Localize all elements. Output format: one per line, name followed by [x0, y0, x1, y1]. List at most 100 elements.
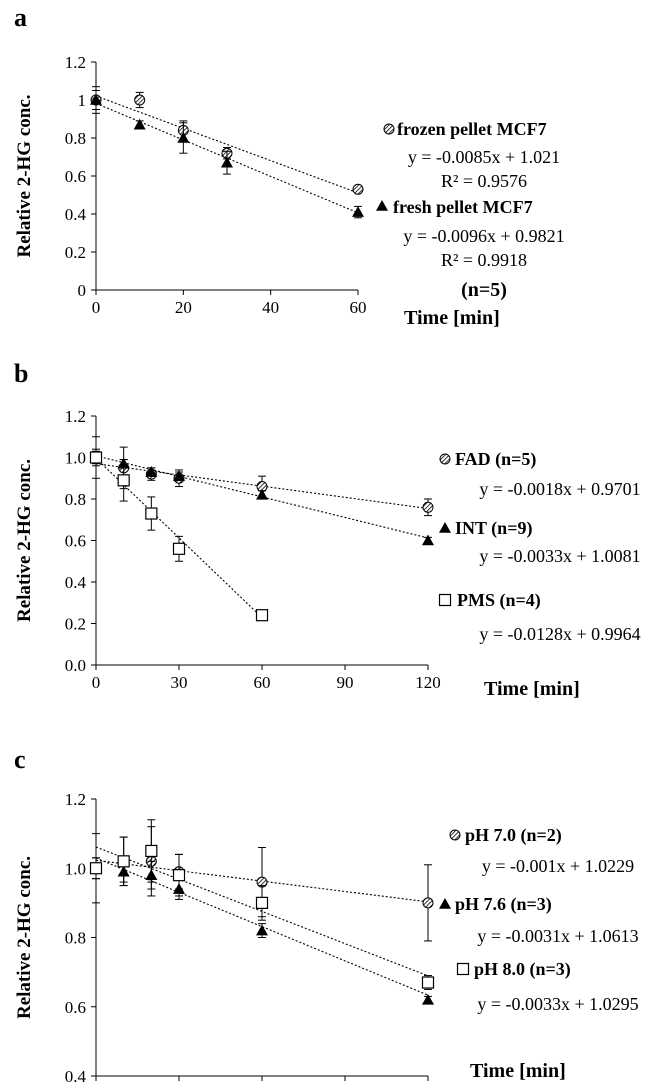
trendline-equation: y = -0.0033x + 1.0295 [477, 994, 638, 1014]
legend-label: FAD (n=5) [455, 449, 536, 470]
data-point [255, 609, 269, 622]
data-point [145, 466, 158, 477]
sample-size-note: (n=5) [461, 279, 507, 301]
trendline-equation: y = -0.0018x + 0.9701 [479, 479, 640, 499]
y-tick-label: 1.2 [65, 53, 86, 72]
trendline-equation: y = -0.0128x + 0.9964 [479, 624, 640, 644]
data-point [145, 844, 158, 858]
y-axis-label: Relative 2-HG conc. [14, 94, 35, 257]
trendline-equation: y = -0.0096x + 0.9821 [403, 226, 564, 246]
legend-entry-2: INT (n=9) y = -0.0033x + 1.0081 [439, 518, 641, 566]
data-point [172, 542, 186, 555]
data-point [117, 474, 130, 487]
y-tick-label: 0.4 [65, 573, 87, 592]
x-axis-label: Time [min] [404, 307, 500, 329]
data-point [422, 993, 434, 1005]
legend-label: pH 7.6 (n=3) [455, 894, 552, 915]
x-tick-label: 0 [92, 673, 101, 692]
legend-label: frozen pellet MCF7 [397, 119, 547, 139]
x-tick-label: 30 [171, 673, 188, 692]
legend-entry-3: PMS (n=4) y = -0.0128x + 0.9964 [438, 590, 641, 644]
y-tick-label: 0.8 [65, 929, 86, 948]
x-tick-label: 20 [175, 298, 192, 317]
panel-a: a 0 0.2 0.4 0.6 0.8 1 1.2 0 20 40 60 Relative 2-HG c… [14, 3, 565, 329]
legend-entry-1: pH 7.0 (n=2) y = -0.001x + 1.0229 [449, 825, 634, 876]
trendline-equation: y = -0.001x + 1.0229 [482, 856, 634, 876]
x-tick-label: 60 [254, 673, 271, 692]
data-point [134, 94, 146, 106]
data-point [352, 183, 364, 195]
legend-entry-2: fresh pellet MCF7 y = -0.0096x + 0.9821 R²… [376, 197, 565, 270]
trendline-equation: y = -0.0031x + 1.0613 [477, 926, 638, 946]
legend-label: INT (n=9) [455, 518, 532, 539]
x-tick-label: 40 [262, 298, 279, 317]
y-tick-label: 1.2 [65, 407, 86, 426]
trendline-equation: y = -0.0033x + 1.0081 [479, 546, 640, 566]
legend-entry-1: FAD (n=5) y = -0.0018x + 0.9701 [439, 449, 641, 499]
data-point [89, 862, 103, 875]
legend-marker [438, 593, 452, 607]
legend-marker [439, 453, 451, 465]
data-point [352, 206, 364, 217]
data-point [173, 470, 185, 481]
panel-b: b 0.0 0.2 0.4 0.6 0.8 1.0 1.2 0 30 60 90 120 Relative… [14, 359, 641, 700]
series-3 [89, 819, 435, 996]
panel-letter-c: c [14, 745, 26, 774]
data-point [172, 869, 186, 882]
y-tick-label: 0.0 [65, 656, 86, 675]
x-axis-label: Time [min] [484, 678, 580, 700]
y-axis-label: Relative 2-HG conc. [14, 856, 35, 1019]
r-squared-label: R² = 0.9918 [441, 250, 527, 270]
data-point [117, 855, 130, 868]
data-point [145, 507, 158, 520]
y-tick-label: 0 [78, 281, 87, 300]
series-2 [90, 450, 434, 546]
data-point [89, 451, 103, 464]
legend-label: PMS (n=4) [457, 590, 541, 611]
legend-marker [449, 829, 461, 841]
trendline [95, 95, 359, 194]
y-tick-label: 1 [78, 91, 87, 110]
data-point [177, 132, 190, 143]
y-axis-label: Relative 2-HG conc. [14, 459, 35, 622]
x-tick-label: 120 [415, 673, 441, 692]
y-tick-label: 0.6 [65, 167, 86, 186]
y-tick-label: 1.0 [65, 449, 86, 468]
data-point [133, 118, 146, 130]
legend-marker [439, 898, 451, 909]
data-point [422, 501, 434, 513]
data-point [256, 488, 268, 500]
data-point [255, 896, 269, 909]
x-axis-label: Time [min] [470, 1060, 566, 1082]
legend-marker [456, 962, 470, 976]
panel-letter-b: b [14, 359, 28, 388]
legend-marker [383, 123, 395, 135]
y-tick-label: 0.8 [65, 490, 86, 509]
data-point [422, 897, 434, 909]
series-3 [89, 448, 269, 622]
y-tick-label: 0.2 [65, 615, 86, 634]
data-point [221, 156, 233, 168]
legend-marker [439, 522, 451, 533]
data-point [421, 976, 435, 989]
x-tick-label: 0 [92, 298, 101, 317]
series-1 [90, 436, 434, 517]
trendline [95, 846, 429, 977]
y-tick-label: 0.2 [65, 243, 86, 262]
y-tick-label: 1.0 [65, 859, 86, 878]
legend-label: pH 7.0 (n=2) [465, 825, 562, 846]
legend-label: pH 8.0 (n=3) [474, 959, 571, 980]
y-tick-label: 0.6 [65, 998, 86, 1017]
data-point [422, 534, 434, 546]
x-tick-label: 60 [350, 298, 367, 317]
x-tick-label: 90 [337, 673, 354, 692]
series-2 [90, 90, 364, 219]
y-tick-label: 0.4 [65, 205, 87, 224]
y-tick-label: 0.6 [65, 532, 86, 551]
legend-entry-3: pH 8.0 (n=3) y = -0.0033x + 1.0295 [456, 959, 639, 1014]
y-tick-label: 0.4 [65, 1067, 87, 1084]
series-1 [90, 86, 364, 195]
